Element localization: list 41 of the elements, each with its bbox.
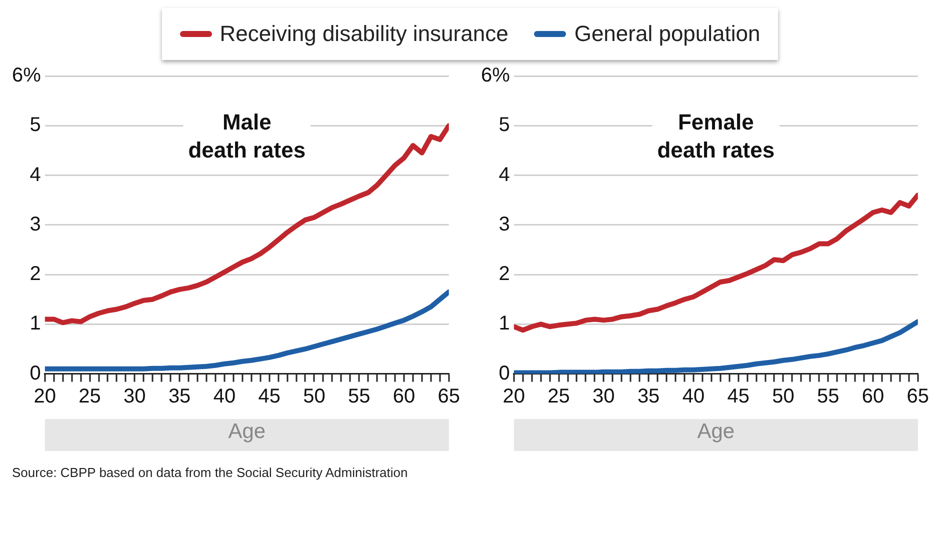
y-tick-label: 3 (30, 213, 41, 236)
y-tick-label: 4 (498, 164, 510, 186)
y-tick-label: 4 (30, 164, 41, 186)
x-tick-label: 65 (438, 385, 460, 408)
x-axis-title: Age (697, 420, 735, 444)
x-tick-label: 35 (637, 385, 660, 408)
text: Male death rates (188, 110, 306, 163)
y-tick-label: 3 (498, 213, 510, 236)
y-tick-label: 6% (481, 64, 510, 87)
x-tick-label: 25 (548, 385, 570, 408)
x-tick-label: 60 (862, 385, 884, 408)
y-tick-label: 5 (30, 114, 41, 136)
y-tick-label: 0 (498, 362, 510, 384)
y-tick-label: 0 (30, 362, 41, 384)
x-axis-title: Age (228, 420, 266, 444)
x-tick-label: 20 (502, 385, 526, 408)
x-tick-label: 50 (772, 385, 794, 408)
x-tick-label: 65 (906, 385, 929, 408)
x-tick-label: 45 (727, 385, 750, 408)
x-tick-label: 30 (124, 385, 146, 408)
y-tick-label: 2 (30, 263, 41, 286)
text: Female death rates (657, 110, 775, 163)
source-note: Source: CBPP based on data from the Social Security Administration (11, 465, 409, 480)
legend-label: General population (574, 21, 760, 47)
y-tick-label: 1 (498, 312, 510, 335)
x-tick-label: 60 (392, 385, 416, 408)
x-tick-label: 40 (213, 385, 236, 408)
legend-label: Receiving disability insurance (220, 21, 508, 47)
x-tick-label: 45 (258, 385, 280, 408)
x-tick-label: 40 (682, 385, 705, 408)
x-tick-label: 20 (34, 385, 56, 408)
x-tick-label: 25 (78, 385, 101, 408)
x-tick-label: 35 (168, 385, 191, 408)
y-tick-label: 5 (498, 114, 510, 136)
x-tick-label: 55 (816, 385, 840, 408)
x-tick-label: 55 (348, 385, 370, 408)
x-tick-label: 50 (303, 385, 326, 408)
x-tick-label: 30 (592, 385, 615, 408)
y-tick-label: 6% (12, 64, 42, 87)
y-tick-label: 1 (30, 312, 41, 335)
y-tick-label: 2 (498, 263, 510, 286)
